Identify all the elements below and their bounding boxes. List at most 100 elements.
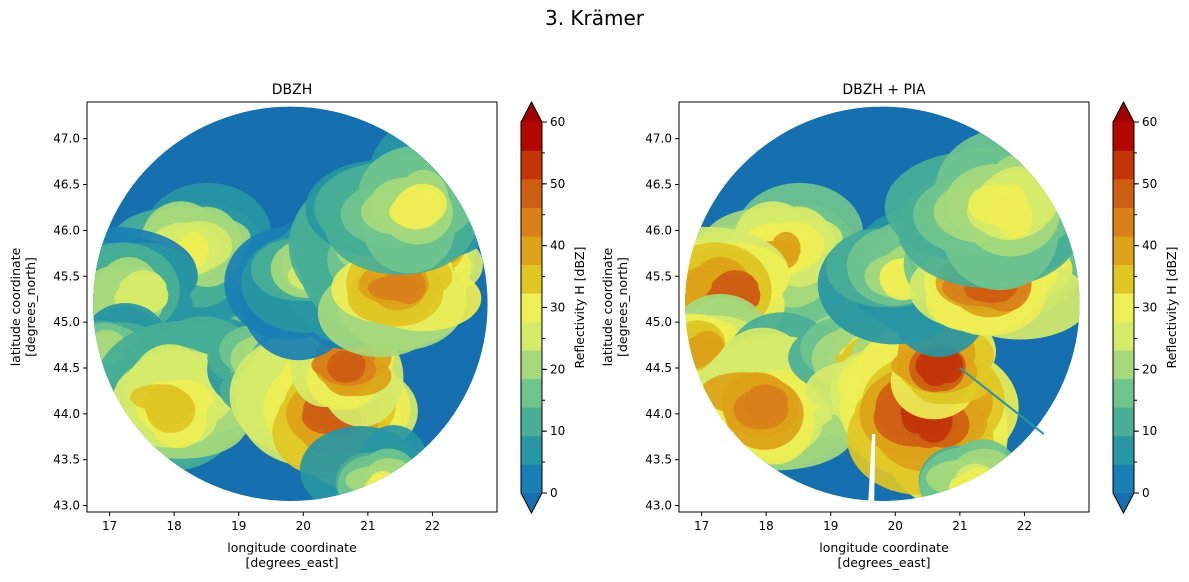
y-tick-label: 46.0	[645, 223, 672, 237]
colorbar-bin	[1113, 122, 1134, 151]
y-tick-label: 45.5	[645, 269, 672, 283]
colorbar-bin	[521, 293, 542, 323]
colorbar-bin	[521, 378, 542, 408]
colorbar-tick-label: 30	[550, 301, 565, 315]
y-tick-label: 43.0	[53, 499, 80, 513]
echo-blob	[394, 186, 443, 229]
y-axis-label: [degrees_north]	[23, 257, 38, 357]
y-tick-label: 47.0	[645, 132, 672, 146]
chart-dbzh: DBZH 17 18 19 20 21 22 43.0 43.5 44.0 44.5 45.0 45.5…	[8, 82, 587, 570]
y-tick-label: 47.0	[53, 132, 80, 146]
colorbar-bin	[1113, 407, 1134, 437]
y-tick-label: 44.5	[645, 361, 672, 375]
colorbar-bin	[521, 236, 542, 265]
y-axis-label: [degrees_north]	[615, 257, 630, 357]
colorbar-tick-label: 10	[1142, 424, 1157, 438]
y-axis-label: latitude coordinate	[600, 247, 615, 366]
colorbar-bin	[521, 122, 542, 151]
x-tick-label: 19	[231, 519, 246, 533]
echo-blob	[364, 475, 401, 501]
colorbar-tick-label: 50	[550, 177, 565, 191]
colorbar-tick-label: 60	[1142, 115, 1157, 129]
y-tick-label: 43.5	[53, 453, 80, 467]
colorbar-bin	[1113, 293, 1134, 323]
colorbar-tick-label: 20	[550, 362, 565, 376]
x-axis-label: [degrees_east]	[837, 555, 930, 570]
plot-area	[93, 106, 488, 501]
axes-frame	[678, 101, 1090, 513]
colorbar-extend-min	[521, 493, 542, 513]
x-tick-label: 22	[425, 519, 440, 533]
echo-blob	[369, 478, 397, 501]
axes-title: DBZH + PIA	[842, 82, 926, 98]
chart-dbzh-pia: DBZH + PIA 17 18 19 20 21 22 43.0 43.5 44.0 44.5 45…	[600, 82, 1179, 570]
colorbar-bin	[521, 350, 542, 380]
echo-blob	[368, 471, 397, 497]
y-tick-label: 44.0	[53, 407, 80, 421]
colorbar-bin	[521, 407, 542, 437]
colorbar-bin	[1113, 207, 1134, 237]
colorbar-tick-label: 20	[1142, 362, 1157, 376]
y-tick-label: 45.0	[53, 315, 80, 329]
colorbar-bin	[521, 264, 542, 294]
echo-blob	[746, 385, 789, 416]
colorbar-tick-label: 0	[550, 486, 558, 500]
y-tick-label: 44.5	[53, 361, 80, 375]
colorbar-bin	[1113, 464, 1134, 494]
axes-frame	[86, 101, 498, 513]
figure-title: 3. Krämer	[544, 6, 645, 30]
echo-field	[93, 111, 488, 501]
colorbar-bin	[521, 207, 542, 237]
y-tick-label: 46.0	[53, 223, 80, 237]
colorbar-tick-label: 10	[550, 424, 565, 438]
colorbar-bin	[521, 179, 542, 208]
x-tick-label: 18	[167, 519, 182, 533]
x-tick-label: 20	[296, 519, 311, 533]
colorbar-extend-max	[1113, 102, 1134, 122]
colorbar-tick-label: 40	[550, 239, 565, 253]
echo-blob	[958, 470, 994, 499]
colorbar-bin	[521, 464, 542, 494]
x-tick-label: 18	[759, 519, 774, 533]
colorbar-bin	[1113, 150, 1134, 180]
x-axis-label: longitude coordinate	[227, 540, 357, 555]
colorbar-extend-max	[521, 102, 542, 122]
x-tick-label: 21	[360, 519, 375, 533]
plot-area	[685, 106, 1080, 512]
echo-blob	[933, 349, 964, 384]
colorbar-bin	[521, 321, 542, 351]
echo-blob	[994, 183, 1028, 224]
beam-artifact-line	[959, 367, 1045, 435]
x-axis-label: longitude coordinate	[819, 540, 949, 555]
x-tick-label: 20	[888, 519, 903, 533]
echo-blob	[367, 276, 416, 301]
x-tick-label: 22	[1017, 519, 1032, 533]
colorbar-bin	[1113, 350, 1134, 380]
y-tick-label: 43.5	[645, 453, 672, 467]
axes-title: DBZH	[272, 82, 313, 98]
x-tick-label: 19	[823, 519, 838, 533]
colorbar-bin	[1113, 236, 1134, 265]
beam-blockage-gap	[867, 434, 876, 512]
colorbar-tick-label: 60	[550, 115, 565, 129]
y-tick-label: 46.5	[645, 178, 672, 192]
colorbar-extend-min	[1113, 493, 1134, 513]
x-tick-label: 21	[952, 519, 967, 533]
y-axis-label: latitude coordinate	[8, 247, 23, 366]
y-tick-label: 45.5	[53, 269, 80, 283]
y-tick-label: 45.0	[645, 315, 672, 329]
colorbar-tick-label: 40	[1142, 239, 1157, 253]
colorbar-tick-label: 50	[1142, 177, 1157, 191]
colorbar-tick-label: 0	[1142, 486, 1150, 500]
x-tick-label: 17	[102, 519, 117, 533]
echo-blob	[334, 351, 366, 383]
echo-blob	[693, 336, 725, 355]
y-tick-label: 43.0	[645, 499, 672, 513]
echo-blob	[130, 384, 185, 411]
colorbar-bin	[521, 150, 542, 180]
colorbar-bin	[1113, 435, 1134, 465]
colorbar-bin	[1113, 179, 1134, 208]
y-tick-label: 44.0	[645, 407, 672, 421]
x-tick-label: 17	[694, 519, 709, 533]
